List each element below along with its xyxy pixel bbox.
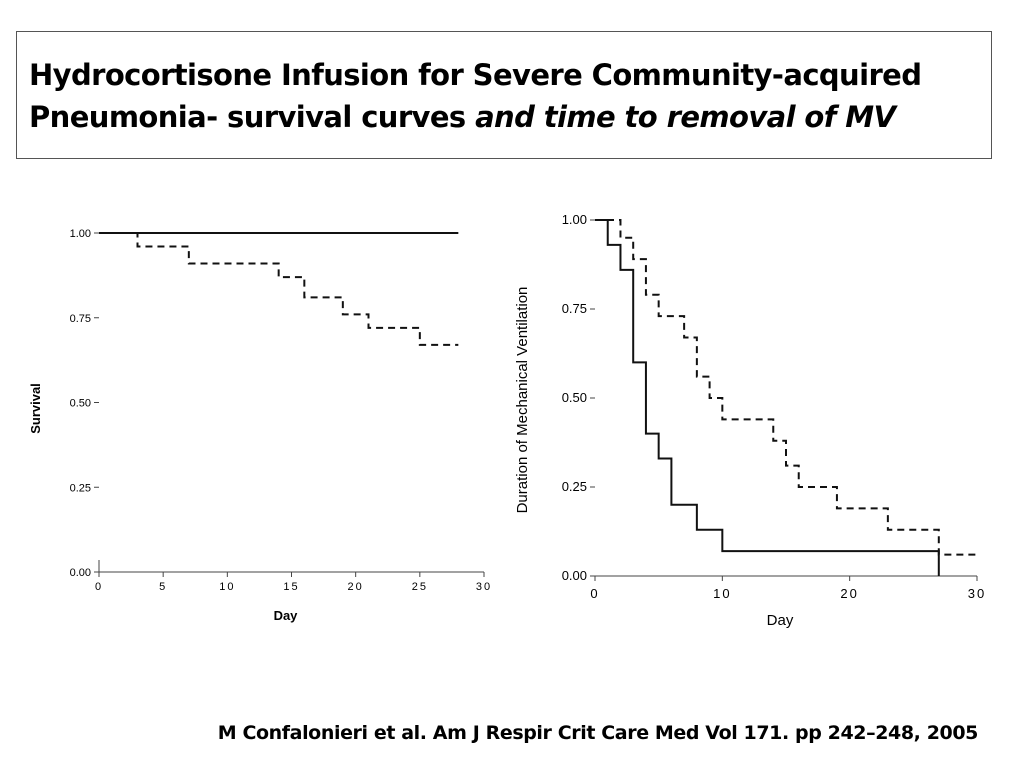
x-tick-label: 10	[713, 586, 731, 601]
x-tick-label: 30	[476, 581, 492, 593]
ventilation-chart-svg: 0 10 20 30 0.00 0.25 0.50 0.75 1.00 Day Duration o…	[514, 212, 986, 629]
title-italic: and time to removal of MV	[475, 100, 896, 134]
slide-title: Hydrocortisone Infusion for Severe Commu…	[29, 54, 991, 138]
y-tick-label: 0.50	[562, 390, 587, 405]
x-axis-label: Day	[274, 608, 299, 623]
series-line-dashed	[595, 219, 977, 556]
y-tick-label: 0.25	[562, 479, 587, 494]
title-box: Hydrocortisone Infusion for Severe Commu…	[16, 31, 992, 159]
x-tick-label: 30	[968, 586, 986, 601]
citation: M Confalonieri et al. Am J Respir Crit C…	[217, 722, 979, 744]
y-tick-label: 0.75	[70, 313, 91, 325]
x-axis-label: Day	[767, 612, 794, 629]
y-tick-label: 0.75	[562, 301, 587, 316]
x-tick-label: 10	[219, 581, 235, 593]
y-axis-label: Survival	[28, 383, 43, 434]
y-tick-label: 0.00	[562, 568, 587, 583]
y-tick-label: 1.00	[562, 212, 587, 227]
y-axis-label: Duration of Mechanical Ventilation	[514, 287, 531, 514]
x-tick-label: 5	[159, 581, 167, 593]
x-tick-label: 20	[348, 581, 364, 593]
title-plain: Hydrocortisone Infusion for Severe Commu…	[29, 58, 922, 134]
ventilation-chart: 0 10 20 30 0.00 0.25 0.50 0.75 1.00 Day Duration o…	[505, 195, 1000, 645]
x-tick-label: 0	[590, 586, 599, 601]
series-line-dashed	[99, 232, 459, 346]
x-tick-label: 25	[412, 581, 428, 593]
survival-chart-svg: 0 5 10 15 20 25 30 0.00 0.25 0.50 0.75 1.00 Day Survi…	[28, 228, 492, 623]
y-tick-label: 0.00	[70, 567, 91, 579]
series-line-solid	[595, 219, 940, 576]
y-tick-label: 0.50	[70, 398, 91, 410]
x-tick-label: 15	[283, 581, 299, 593]
y-tick-label: 1.00	[70, 228, 91, 240]
y-tick-label: 0.25	[70, 482, 91, 494]
survival-chart: 0 5 10 15 20 25 30 0.00 0.25 0.50 0.75 1.00 Day Survi…	[20, 205, 500, 645]
x-tick-label: 20	[840, 586, 858, 601]
x-tick-label: 0	[95, 581, 103, 593]
